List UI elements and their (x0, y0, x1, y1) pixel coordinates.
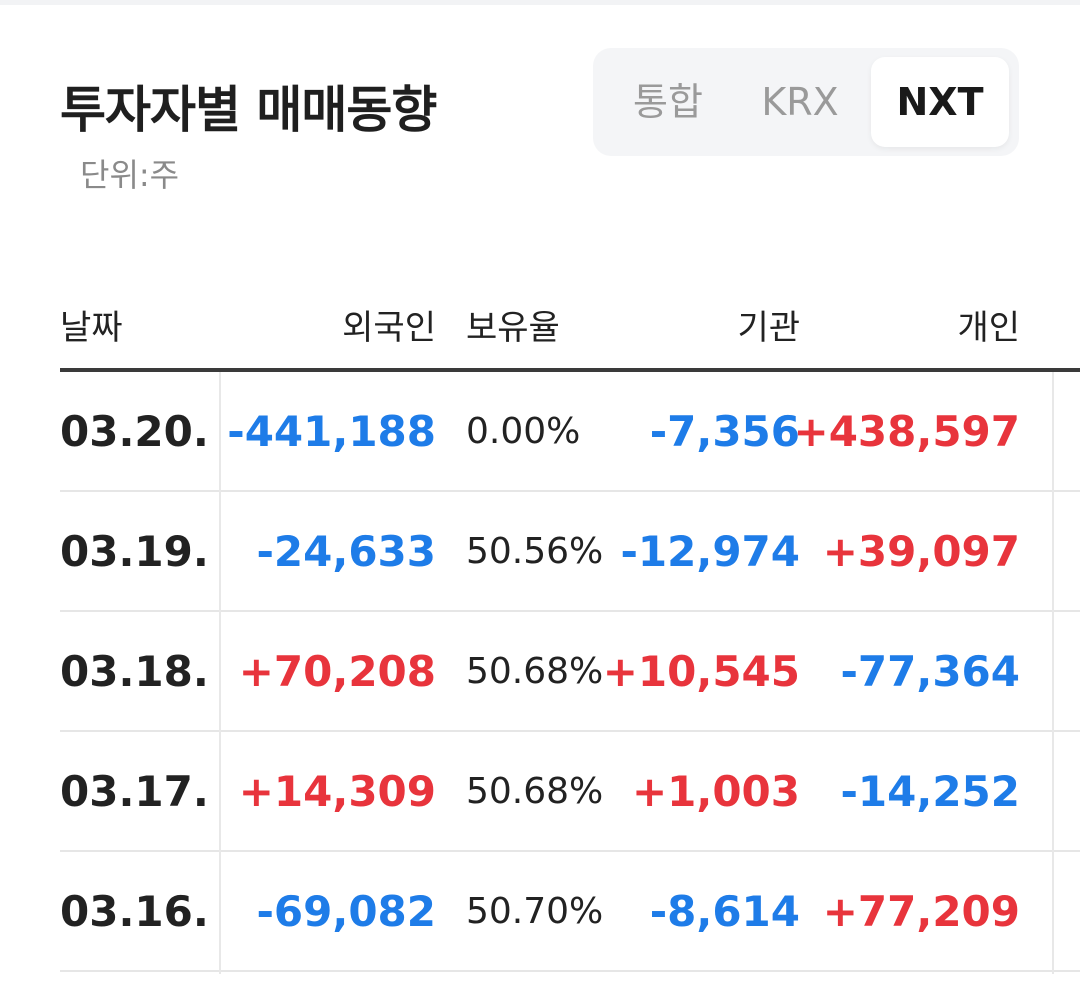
header-divider (60, 368, 1080, 372)
cell-individual: -77,364 (840, 647, 1020, 696)
cell-date: 03.20. (60, 407, 209, 456)
cell-foreign: +70,208 (238, 647, 436, 696)
tab-combined[interactable]: 통합 (633, 80, 703, 124)
table-header: 날짜 외국인 보유율 기관 개인 (0, 290, 1080, 360)
column-header-holding: 보유율 (466, 308, 560, 348)
cell-foreign: +14,309 (238, 767, 436, 816)
cell-holding: 50.68% (466, 651, 604, 692)
cell-individual: +77,209 (822, 887, 1020, 936)
table-row: 03.18. +70,208 50.68% +10,545 -77,364 (60, 612, 1080, 732)
cell-foreign: -69,082 (256, 887, 436, 936)
column-divider (219, 372, 221, 974)
cell-date: 03.19. (60, 527, 209, 576)
cell-date: 03.17. (60, 767, 209, 816)
cell-institution: +1,003 (631, 767, 800, 816)
cell-individual: -14,252 (840, 767, 1020, 816)
table-row: 03.19. -24,633 50.56% -12,974 +39,097 (60, 492, 1080, 612)
cell-foreign: -441,188 (227, 407, 436, 456)
cell-date: 03.16. (60, 887, 209, 936)
cell-institution: -8,614 (649, 887, 800, 936)
page-title: 투자자별 매매동향 (60, 81, 437, 139)
cell-date: 03.18. (60, 647, 209, 696)
cell-holding: 0.00% (466, 411, 581, 452)
market-segmented-control: 통합 KRX NXT (593, 48, 1019, 156)
column-header-institution: 기관 (737, 308, 800, 348)
cell-institution: -7,356 (649, 407, 800, 456)
cell-institution: +10,545 (602, 647, 800, 696)
table-row: 03.17. +14,309 50.68% +1,003 -14,252 (60, 732, 1080, 852)
table-row: 03.16. -69,082 50.70% -8,614 +77,209 (60, 852, 1080, 972)
unit-label: 단위:주 (80, 156, 180, 194)
tab-nxt[interactable]: NXT (871, 57, 1009, 147)
cell-individual: +438,597 (793, 407, 1021, 456)
column-header-individual: 개인 (957, 308, 1020, 348)
column-header-foreign: 외국인 (342, 308, 436, 348)
table-row: 03.20. -441,188 0.00% -7,356 +438,597 (60, 372, 1080, 492)
cell-holding: 50.68% (466, 771, 604, 812)
column-divider (1052, 372, 1054, 974)
top-divider (0, 0, 1080, 5)
cell-holding: 50.56% (466, 531, 604, 572)
cell-holding: 50.70% (466, 891, 604, 932)
tab-krx[interactable]: KRX (761, 80, 839, 124)
table-body: 03.20. -441,188 0.00% -7,356 +438,597 03… (0, 372, 1080, 972)
cell-institution: -12,974 (620, 527, 800, 576)
cell-individual: +39,097 (822, 527, 1020, 576)
column-header-date: 날짜 (60, 308, 123, 348)
cell-foreign: -24,633 (256, 527, 436, 576)
